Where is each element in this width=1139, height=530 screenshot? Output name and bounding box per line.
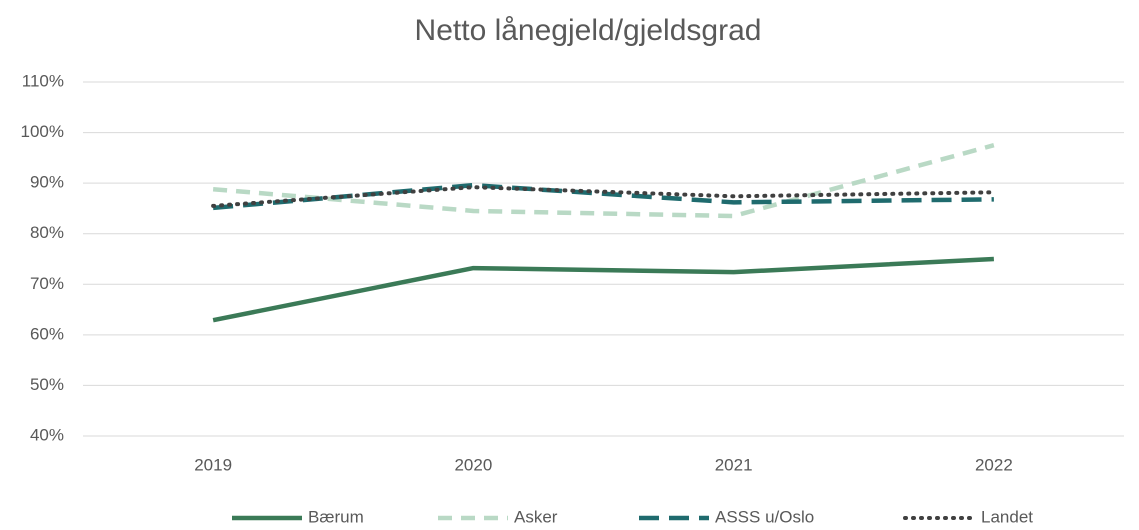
y-tick-label: 70%: [30, 274, 64, 293]
chart-title: Netto lånegjeld/gjeldsgrad: [415, 14, 762, 47]
legend-label: Landet: [981, 507, 1033, 526]
legend-label: Bærum: [308, 507, 364, 526]
series-line: [212, 143, 995, 219]
legend-label: ASSS u/Oslo: [715, 507, 814, 526]
x-tick-label: 2019: [194, 455, 232, 474]
y-tick-label: 80%: [30, 223, 64, 242]
series-line: [212, 182, 994, 211]
legend-label: Asker: [514, 507, 558, 526]
y-tick-label: 100%: [21, 122, 64, 141]
x-tick-label: 2022: [975, 455, 1013, 474]
x-tick-label: 2021: [715, 455, 753, 474]
series-line: [212, 256, 994, 323]
y-tick-label: 60%: [30, 324, 64, 343]
y-tick-label: 90%: [30, 173, 64, 192]
y-tick-label: 110%: [22, 71, 64, 90]
x-tick-label: 2020: [454, 455, 492, 474]
series-line: [211, 185, 996, 208]
y-tick-label: 40%: [30, 425, 64, 444]
y-tick-label: 50%: [30, 375, 64, 394]
